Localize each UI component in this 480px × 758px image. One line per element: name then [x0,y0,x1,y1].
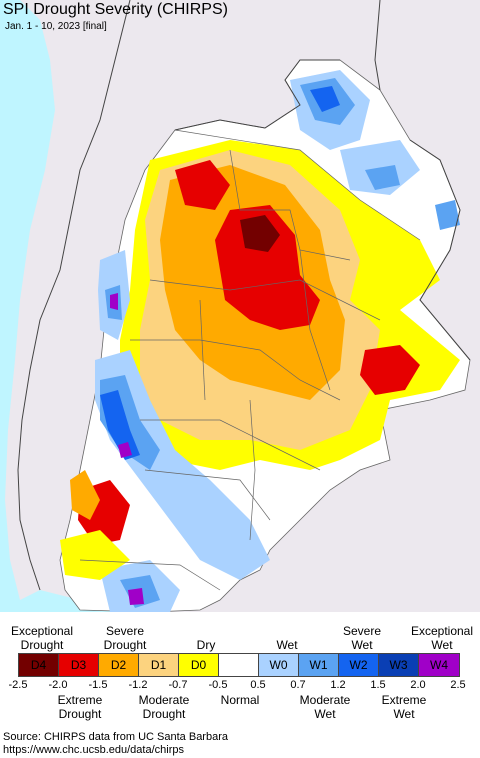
zone-d0-south [60,530,130,580]
legend-bottom-label: Moderate Drought [138,693,190,721]
legend-swatch-w2: W2 [339,654,379,676]
legend-swatch-d0: D0 [179,654,219,676]
chile-land [5,0,130,600]
zone-d3-north [175,160,230,210]
legend: Exceptional Drought Severe Drought Dry Wet Sev… [0,612,480,732]
province-borders [79,129,421,591]
legend-tick: -0.5 [208,679,228,691]
legend-tick: 0.7 [290,679,306,691]
legend-top-label: Dry [196,638,216,652]
zone-w4-sw [118,442,132,458]
legend-tick: 1.2 [330,679,346,691]
legend-bottom-label: Moderate Wet [299,693,351,721]
legend-swatch-d3: D3 [59,654,99,676]
legend-swatch-d1: D1 [139,654,179,676]
zone-w2-sw [100,390,140,460]
legend-bottom-label: Normal [220,693,260,707]
legend-swatch-w0: W0 [259,654,299,676]
drought-map: SPI Drought Severity (CHIRPS) Jan. 1 - 1… [0,0,480,612]
map-canvas: SPI Drought Severity (CHIRPS) Jan. 1 - 1… [0,0,480,612]
legend-tick: 2.5 [450,679,466,691]
source-line-2: https://www.chc.ucsb.edu/data/chirps [3,744,184,756]
legend-bottom-label: Extreme Wet [381,693,427,721]
legend-top-label: Wet [276,638,298,652]
legend-tick: 2.0 [410,679,426,691]
zone-w2-north [310,86,340,112]
legend-swatch-d4: D4 [19,654,59,676]
legend-tick: -2.0 [48,679,68,691]
legend-tick: -2.5 [8,679,28,691]
zone-w1-east [435,200,460,230]
country-borders [17,0,471,591]
source-line-1: Source: CHIRPS data from UC Santa Barbar… [3,731,228,743]
legend-tick: 0.5 [250,679,266,691]
legend-swatch-w4: W4 [419,654,459,676]
zone-d4 [240,215,280,252]
legend-swatch-normal [219,654,259,676]
source-note: Source: CHIRPS data from UC Santa Barbar… [3,731,228,757]
zone-d3-east [360,345,420,395]
legend-bottom-label: Extreme Drought [57,693,103,721]
map-subtitle: Jan. 1 - 10, 2023 [final] [5,21,107,32]
zone-w1-ne [365,165,400,190]
legend-top-label: Severe Drought [103,624,147,652]
legend-swatch-w3: W3 [379,654,419,676]
zone-d3 [215,205,320,330]
legend-tick: -1.5 [88,679,108,691]
legend-tick: -1.2 [128,679,148,691]
zone-w4-south [128,588,144,605]
legend-top-label: Exceptional Drought [10,624,74,652]
zone-w0-sw [95,350,270,580]
zone-d2-south [70,470,100,520]
legend-swatch-d2: D2 [99,654,139,676]
legend-tick: 1.5 [370,679,386,691]
map-title: SPI Drought Severity (CHIRPS) [3,1,228,18]
legend-color-bar: D4 D3 D2 D1 D0 W0 W1 W2 W3 W4 [18,653,460,677]
legend-swatch-w1: W1 [299,654,339,676]
legend-top-label: Exceptional Wet [410,624,474,652]
zone-w4-west [110,293,118,310]
legend-tick: -0.7 [168,679,188,691]
legend-top-label: Severe Wet [342,624,382,652]
